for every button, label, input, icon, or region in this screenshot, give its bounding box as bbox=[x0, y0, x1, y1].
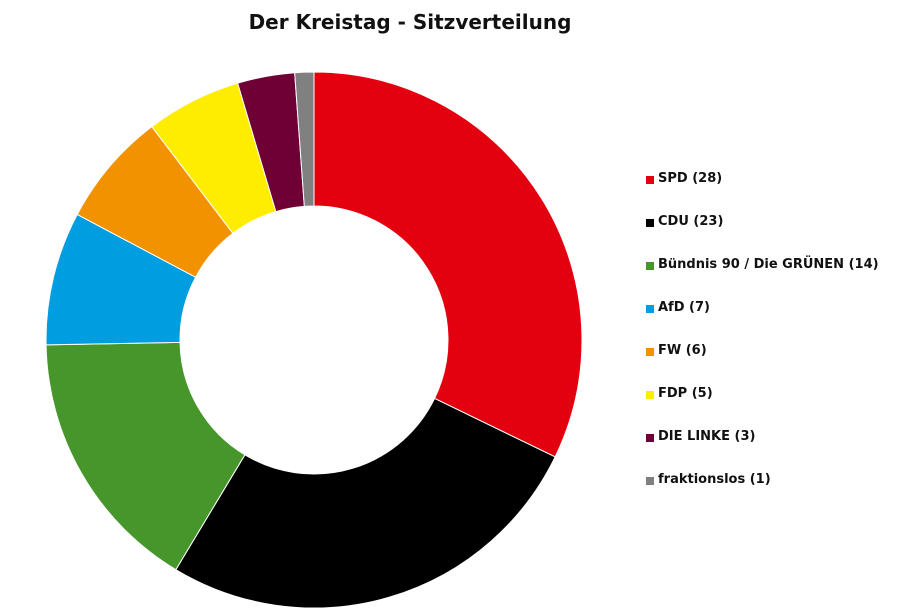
legend-item-linke: DIE LINKE (3) bbox=[646, 429, 879, 472]
legend-label-linke: DIE LINKE (3) bbox=[658, 429, 756, 444]
legend-swatch-spd bbox=[646, 176, 654, 184]
legend-label-fdp: FDP (5) bbox=[658, 386, 713, 401]
legend-item-fdp: FDP (5) bbox=[646, 386, 879, 429]
legend-item-gruene: Bündnis 90 / Die GRÜNEN (14) bbox=[646, 257, 879, 300]
legend-swatch-cdu bbox=[646, 219, 654, 227]
legend-label-cdu: CDU (23) bbox=[658, 214, 724, 229]
legend-swatch-fdp bbox=[646, 391, 654, 399]
legend-item-afd: AfD (7) bbox=[646, 300, 879, 343]
slice-fraktionslos bbox=[294, 71, 315, 207]
slice-b-ndnis-90-die-gr-nen bbox=[45, 341, 246, 571]
legend-item-cdu: CDU (23) bbox=[646, 214, 879, 257]
legend-item-spd: SPD (28) bbox=[646, 171, 879, 214]
legend-label-gruene: Bündnis 90 / Die GRÜNEN (14) bbox=[658, 257, 879, 272]
chart-title: Der Kreistag - Sitzverteilung bbox=[248, 10, 572, 34]
legend-swatch-afd bbox=[646, 305, 654, 313]
legend-item-fraktionslos: fraktionslos (1) bbox=[646, 472, 879, 515]
legend-swatch-linke bbox=[646, 434, 654, 442]
slice-spd bbox=[313, 71, 583, 458]
legend-swatch-fw bbox=[646, 348, 654, 356]
legend: SPD (28) CDU (23) Bündnis 90 / Die GRÜNE… bbox=[646, 171, 879, 515]
legend-swatch-fraktionslos bbox=[646, 477, 654, 485]
legend-label-afd: AfD (7) bbox=[658, 300, 710, 315]
legend-label-spd: SPD (28) bbox=[658, 171, 723, 186]
legend-item-fw: FW (6) bbox=[646, 343, 879, 386]
legend-label-fraktionslos: fraktionslos (1) bbox=[658, 472, 771, 487]
legend-swatch-gruene bbox=[646, 262, 654, 270]
slice-cdu bbox=[175, 397, 556, 609]
legend-label-fw: FW (6) bbox=[658, 343, 707, 358]
